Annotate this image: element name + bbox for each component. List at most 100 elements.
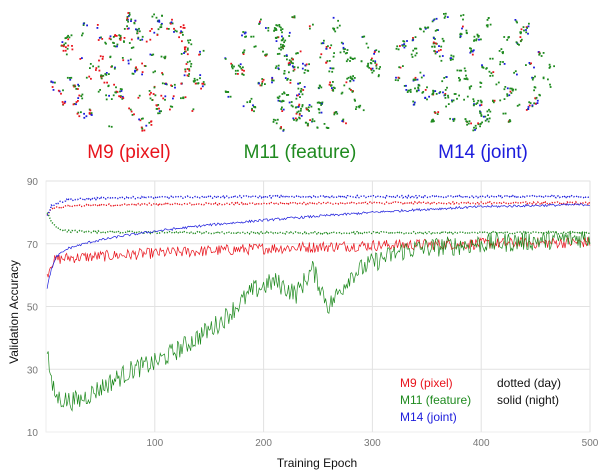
embedding-point: [250, 97, 253, 100]
embedding-point: [231, 65, 233, 68]
embedding-point: [135, 28, 137, 31]
embedding-point: [528, 62, 531, 64]
embedding-point: [65, 46, 67, 49]
embedding-point: [480, 104, 483, 106]
embedding-point: [513, 71, 515, 74]
embedding-point: [141, 71, 144, 73]
embedding-point: [459, 35, 462, 38]
embedding-point: [491, 57, 494, 60]
embedding-point: [126, 25, 128, 28]
embedding-point: [231, 67, 234, 70]
embedding-point: [171, 22, 174, 25]
embedding-point: [282, 37, 285, 40]
embedding-point: [379, 66, 381, 68]
embedding-point: [479, 125, 481, 128]
embedding-point: [375, 63, 378, 66]
embedding-point: [520, 38, 523, 41]
embedding-point: [435, 42, 437, 45]
embedding-point: [344, 48, 346, 50]
embedding-point: [186, 74, 189, 77]
embedding-point: [481, 66, 484, 68]
embedding-point: [477, 35, 480, 37]
embedding-point: [241, 69, 244, 71]
embedding-point: [132, 73, 135, 75]
embedding-point: [97, 90, 100, 93]
embedding-point: [261, 78, 264, 80]
embedding-point: [280, 48, 282, 51]
embedding-point: [402, 65, 404, 67]
embedding-point: [288, 59, 291, 62]
embedding-point: [346, 77, 349, 80]
embedding-point: [341, 91, 344, 94]
embedding-point: [533, 89, 535, 92]
embedding-point: [227, 91, 230, 93]
embedding-point: [183, 52, 185, 54]
embedding-point: [532, 77, 535, 79]
embedding-point: [414, 36, 417, 38]
embedding-point: [359, 104, 362, 107]
embedding-point: [449, 117, 451, 120]
embedding-point: [114, 66, 116, 69]
embedding-point: [287, 62, 290, 65]
embedding-point: [237, 69, 239, 72]
embedding-point: [422, 91, 425, 93]
embedding-point: [130, 110, 133, 113]
embedding-point: [525, 64, 527, 66]
embedding-point: [130, 47, 133, 49]
embedding-point: [138, 118, 140, 121]
embedding-point: [433, 45, 436, 48]
embedding-point: [525, 109, 528, 111]
embedding-point: [190, 63, 193, 65]
embedding-point: [299, 50, 302, 53]
embedding-point: [175, 30, 178, 33]
embedding-point: [489, 23, 492, 26]
embedding-point: [355, 108, 357, 110]
embedding-point: [362, 109, 365, 112]
embedding-point: [141, 73, 143, 76]
embedding-point: [326, 60, 329, 62]
embedding-point: [346, 52, 348, 54]
embedding-point: [303, 86, 306, 88]
embedding-point: [355, 106, 358, 108]
embedding-point: [184, 50, 186, 53]
embedding-point: [463, 77, 466, 80]
embedding-point: [137, 96, 140, 99]
embedding-point: [64, 49, 67, 52]
embedding-point: [110, 98, 113, 100]
embedding-point: [90, 77, 92, 80]
embedding-point: [283, 45, 286, 48]
embedding-point: [287, 77, 289, 80]
embedding-point: [432, 120, 434, 123]
embedding-point: [115, 35, 118, 37]
embedding-point: [181, 40, 183, 43]
embedding-point: [194, 82, 197, 85]
embedding-point: [553, 65, 555, 68]
caption-m14: M14 (joint): [438, 142, 528, 163]
embedding-point: [69, 78, 72, 81]
embedding-point: [300, 115, 303, 117]
embedding-point: [281, 93, 284, 95]
embedding-point: [441, 55, 444, 57]
embedding-point: [300, 88, 303, 90]
embedding-point: [406, 91, 409, 93]
embedding-point: [68, 36, 71, 39]
embedding-point: [487, 17, 490, 19]
embedding-point: [184, 70, 187, 73]
embedding-point: [343, 84, 346, 87]
embedding-point: [81, 97, 84, 100]
embedding-point: [296, 118, 299, 121]
embedding-point: [319, 85, 321, 87]
embedding-point: [165, 83, 167, 85]
embedding-point: [470, 85, 473, 88]
embedding-point: [286, 94, 288, 96]
embedding-point: [299, 109, 302, 112]
embedding-point: [118, 95, 120, 98]
embedding-point: [66, 47, 69, 50]
embedding-point: [153, 31, 156, 34]
embedding-point: [298, 93, 301, 96]
caption-m11: M11 (feature): [244, 142, 357, 163]
embedding-point: [503, 88, 506, 91]
embedding-point: [301, 105, 304, 108]
embedding-point: [488, 117, 491, 120]
embedding-point: [439, 91, 442, 93]
